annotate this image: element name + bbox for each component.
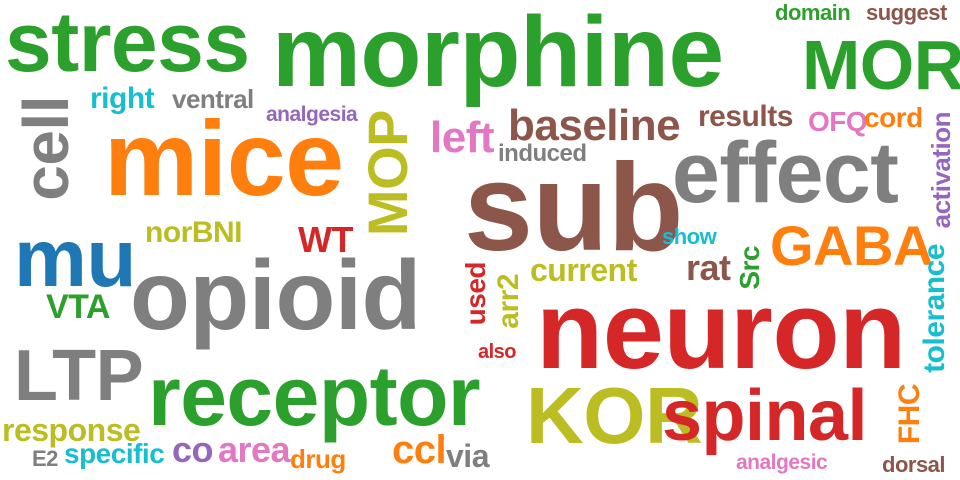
word-FHC: FHC (893, 384, 926, 445)
word-induced: induced (498, 140, 587, 167)
word-arr2: arr2 (492, 274, 525, 329)
word-specific: specific (64, 438, 165, 469)
word-opioid: opioid (130, 240, 421, 350)
word-LTP: LTP (14, 336, 144, 416)
word-response: response (2, 412, 141, 448)
word-E2: E2 (32, 446, 58, 471)
word-show: show (662, 224, 717, 249)
word-dorsal: dorsal (882, 452, 946, 477)
word-receptor: receptor (148, 349, 481, 443)
word-OFQ: OFQ (808, 106, 868, 137)
word-WT: WT (298, 219, 353, 260)
word-co: co (172, 429, 214, 470)
word-MOP: MOP (356, 110, 419, 237)
word-tolerance: tolerance (918, 244, 951, 373)
word-neuron: neuron (536, 269, 906, 392)
word-left: left (430, 113, 495, 162)
word-rat: rat (686, 247, 731, 288)
word-ventral: ventral (172, 84, 254, 114)
word-via: via (446, 438, 489, 474)
word-spinal: spinal (662, 376, 868, 456)
word-stress: stress (5, 0, 250, 89)
word-results: results (698, 100, 793, 133)
word-morphine: morphine (272, 0, 724, 108)
word-KOR: KOR (526, 371, 703, 460)
word-norBNI: norBNI (145, 216, 243, 249)
word-domain: domain (775, 0, 851, 25)
word-effect: effect (672, 125, 899, 221)
word-drug: drug (290, 444, 346, 474)
word-also: also (478, 341, 517, 363)
word-current: current (530, 252, 637, 288)
word-area: area (218, 429, 291, 470)
word-ccl: ccl (392, 428, 447, 472)
word-cord: cord (864, 102, 923, 133)
word-baseline: baseline (508, 101, 681, 150)
word-suggest: suggest (866, 0, 947, 25)
word-sub: sub (464, 139, 683, 277)
word-used: used (460, 262, 491, 326)
word-mice: mice (104, 100, 344, 218)
word-analgesic: analgesic (736, 451, 828, 474)
word-mu: mu (14, 213, 137, 304)
word-MOR: MOR (802, 26, 960, 104)
word-VTA: VTA (46, 288, 110, 326)
word-GABA: GABA (770, 214, 933, 277)
word-analgesia: analgesia (266, 103, 358, 126)
word-cell: cell (10, 96, 82, 201)
word-activation: activation (926, 112, 956, 229)
word-right: right (90, 82, 155, 115)
